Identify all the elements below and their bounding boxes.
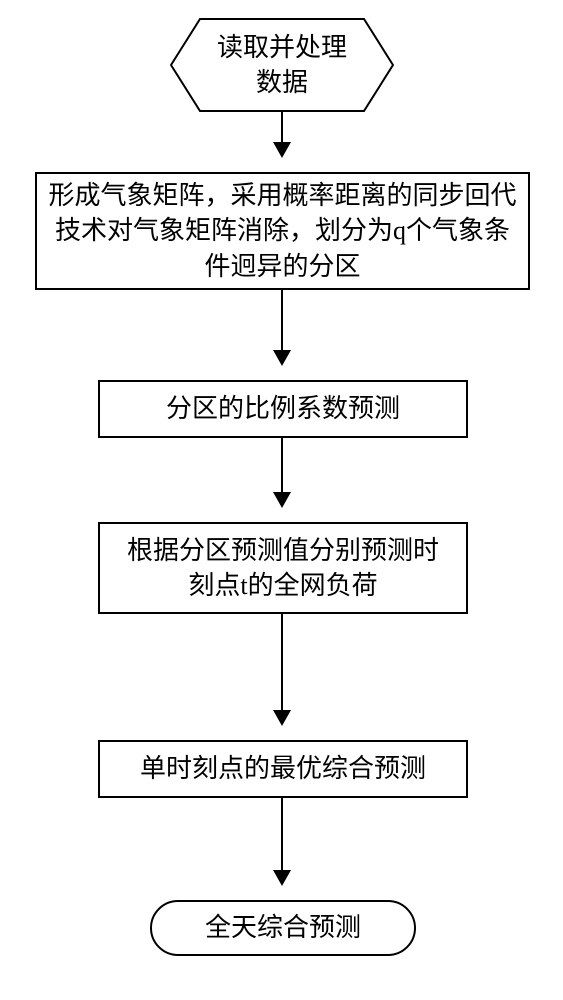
node-start-label: 读取并处理 数据 xyxy=(217,30,347,100)
node-step-3-label: 分区的比例系数预测 xyxy=(166,391,400,426)
arrow-4 xyxy=(281,614,283,724)
arrow-1 xyxy=(281,112,283,156)
node-step-2: 形成气象矩阵，采用概率距离的同步回代技术对气象矩阵消除，划分为q个气象条件迥异的… xyxy=(35,172,530,290)
flowchart-canvas: 读取并处理 数据 形成气象矩阵，采用概率距离的同步回代技术对气象矩阵消除，划分为… xyxy=(0,0,563,1000)
node-step-2-label: 形成气象矩阵，采用概率距离的同步回代技术对气象矩阵消除，划分为q个气象条件迥异的… xyxy=(45,178,520,283)
arrow-3 xyxy=(281,438,283,506)
node-step-4-label: 根据分区预测值分别预测时 刻点t的全网负荷 xyxy=(127,533,439,603)
node-start: 读取并处理 数据 xyxy=(170,18,394,112)
arrow-5 xyxy=(281,798,283,884)
node-step-3: 分区的比例系数预测 xyxy=(98,380,468,438)
node-step-5-label: 单时刻点的最优综合预测 xyxy=(140,751,426,786)
node-step-4: 根据分区预测值分别预测时 刻点t的全网负荷 xyxy=(98,522,468,614)
arrow-2 xyxy=(281,290,283,364)
node-end-label: 全天综合预测 xyxy=(205,910,361,945)
node-step-5: 单时刻点的最优综合预测 xyxy=(98,740,468,798)
node-end: 全天综合预测 xyxy=(150,900,416,956)
